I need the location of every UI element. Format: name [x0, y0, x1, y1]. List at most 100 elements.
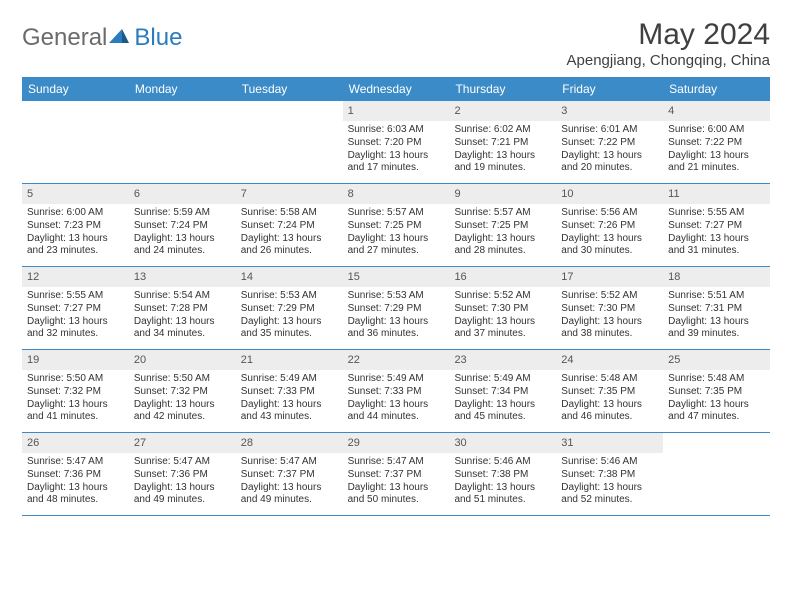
day-line-dl1: Daylight: 13 hours [561, 316, 658, 329]
day-line-dl2: and 47 minutes. [668, 411, 765, 424]
day-line-sun: Sunrise: 5:50 AM [134, 373, 231, 386]
day-cell: 27Sunrise: 5:47 AMSunset: 7:36 PMDayligh… [129, 433, 236, 515]
calendar: Sunday Monday Tuesday Wednesday Thursday… [22, 77, 770, 516]
day-line-dl2: and 41 minutes. [27, 411, 124, 424]
day-line-dl1: Daylight: 13 hours [668, 233, 765, 246]
weekday-header: Thursday [449, 77, 556, 101]
day-cell: 19Sunrise: 5:50 AMSunset: 7:32 PMDayligh… [22, 350, 129, 432]
day-line-set: Sunset: 7:34 PM [454, 386, 551, 399]
day-cell: 15Sunrise: 5:53 AMSunset: 7:29 PMDayligh… [343, 267, 450, 349]
day-line-sun: Sunrise: 5:58 AM [241, 207, 338, 220]
title-block: May 2024 Apengjiang, Chongqing, China [567, 18, 771, 69]
day-line-dl2: and 35 minutes. [241, 328, 338, 341]
day-number: 21 [236, 350, 343, 370]
day-line-dl1: Daylight: 13 hours [27, 482, 124, 495]
weekday-header: Saturday [663, 77, 770, 101]
day-line-dl1: Daylight: 13 hours [134, 399, 231, 412]
weekday-header-row: Sunday Monday Tuesday Wednesday Thursday… [22, 77, 770, 101]
day-line-dl2: and 34 minutes. [134, 328, 231, 341]
day-line-dl1: Daylight: 13 hours [348, 233, 445, 246]
day-line-sun: Sunrise: 5:57 AM [348, 207, 445, 220]
day-cell: 2Sunrise: 6:02 AMSunset: 7:21 PMDaylight… [449, 101, 556, 183]
day-line-dl2: and 28 minutes. [454, 245, 551, 258]
day-line-sun: Sunrise: 5:55 AM [668, 207, 765, 220]
day-line-dl1: Daylight: 13 hours [241, 316, 338, 329]
day-number: 17 [556, 267, 663, 287]
header: General Blue May 2024 Apengjiang, Chongq… [22, 18, 770, 69]
day-line-sun: Sunrise: 5:52 AM [561, 290, 658, 303]
day-line-dl2: and 44 minutes. [348, 411, 445, 424]
day-number: 5 [22, 184, 129, 204]
day-cell: . [663, 433, 770, 515]
day-body: Sunrise: 6:02 AMSunset: 7:21 PMDaylight:… [449, 121, 556, 180]
day-line-dl1: Daylight: 13 hours [241, 399, 338, 412]
day-line-set: Sunset: 7:22 PM [668, 137, 765, 150]
day-cell: 3Sunrise: 6:01 AMSunset: 7:22 PMDaylight… [556, 101, 663, 183]
day-line-sun: Sunrise: 5:53 AM [348, 290, 445, 303]
day-line-dl2: and 43 minutes. [241, 411, 338, 424]
day-line-dl1: Daylight: 13 hours [454, 399, 551, 412]
day-line-dl1: Daylight: 13 hours [561, 150, 658, 163]
logo-text-general: General [22, 24, 107, 52]
day-body: Sunrise: 5:46 AMSunset: 7:38 PMDaylight:… [449, 453, 556, 512]
day-line-dl1: Daylight: 13 hours [454, 233, 551, 246]
day-line-set: Sunset: 7:38 PM [454, 469, 551, 482]
day-line-set: Sunset: 7:24 PM [134, 220, 231, 233]
day-cell: 23Sunrise: 5:49 AMSunset: 7:34 PMDayligh… [449, 350, 556, 432]
day-body: Sunrise: 6:01 AMSunset: 7:22 PMDaylight:… [556, 121, 663, 180]
week-row: 19Sunrise: 5:50 AMSunset: 7:32 PMDayligh… [22, 350, 770, 433]
day-line-dl1: Daylight: 13 hours [561, 233, 658, 246]
day-number: 14 [236, 267, 343, 287]
weekday-header: Monday [129, 77, 236, 101]
day-number: 7 [236, 184, 343, 204]
day-cell: 21Sunrise: 5:49 AMSunset: 7:33 PMDayligh… [236, 350, 343, 432]
day-line-set: Sunset: 7:33 PM [241, 386, 338, 399]
day-line-set: Sunset: 7:37 PM [348, 469, 445, 482]
day-number: 10 [556, 184, 663, 204]
day-line-sun: Sunrise: 5:49 AM [348, 373, 445, 386]
day-body: Sunrise: 5:50 AMSunset: 7:32 PMDaylight:… [22, 370, 129, 429]
day-line-sun: Sunrise: 5:59 AM [134, 207, 231, 220]
day-line-set: Sunset: 7:36 PM [134, 469, 231, 482]
day-cell: 26Sunrise: 5:47 AMSunset: 7:36 PMDayligh… [22, 433, 129, 515]
day-line-dl1: Daylight: 13 hours [27, 316, 124, 329]
day-cell: 1Sunrise: 6:03 AMSunset: 7:20 PMDaylight… [343, 101, 450, 183]
day-line-dl2: and 26 minutes. [241, 245, 338, 258]
day-cell: 8Sunrise: 5:57 AMSunset: 7:25 PMDaylight… [343, 184, 450, 266]
weeks-container: ...1Sunrise: 6:03 AMSunset: 7:20 PMDayli… [22, 101, 770, 516]
day-line-dl2: and 20 minutes. [561, 162, 658, 175]
day-line-sun: Sunrise: 6:02 AM [454, 124, 551, 137]
day-cell: 31Sunrise: 5:46 AMSunset: 7:38 PMDayligh… [556, 433, 663, 515]
day-number: 11 [663, 184, 770, 204]
day-line-set: Sunset: 7:35 PM [668, 386, 765, 399]
day-cell: 22Sunrise: 5:49 AMSunset: 7:33 PMDayligh… [343, 350, 450, 432]
day-number: 12 [22, 267, 129, 287]
day-line-dl1: Daylight: 13 hours [348, 482, 445, 495]
day-number: 26 [22, 433, 129, 453]
day-line-dl1: Daylight: 13 hours [668, 150, 765, 163]
day-line-dl1: Daylight: 13 hours [454, 316, 551, 329]
day-body: Sunrise: 5:58 AMSunset: 7:24 PMDaylight:… [236, 204, 343, 263]
day-body: Sunrise: 5:55 AMSunset: 7:27 PMDaylight:… [663, 204, 770, 263]
day-cell: 24Sunrise: 5:48 AMSunset: 7:35 PMDayligh… [556, 350, 663, 432]
day-line-dl1: Daylight: 13 hours [134, 482, 231, 495]
day-line-dl1: Daylight: 13 hours [134, 233, 231, 246]
day-line-dl2: and 46 minutes. [561, 411, 658, 424]
day-line-dl2: and 51 minutes. [454, 494, 551, 507]
day-number: 3 [556, 101, 663, 121]
day-line-dl2: and 50 minutes. [348, 494, 445, 507]
day-line-dl1: Daylight: 13 hours [27, 399, 124, 412]
day-cell: 30Sunrise: 5:46 AMSunset: 7:38 PMDayligh… [449, 433, 556, 515]
day-number: 8 [343, 184, 450, 204]
day-line-set: Sunset: 7:22 PM [561, 137, 658, 150]
day-cell: 10Sunrise: 5:56 AMSunset: 7:26 PMDayligh… [556, 184, 663, 266]
day-body: Sunrise: 5:53 AMSunset: 7:29 PMDaylight:… [343, 287, 450, 346]
day-line-set: Sunset: 7:30 PM [454, 303, 551, 316]
day-body: Sunrise: 5:53 AMSunset: 7:29 PMDaylight:… [236, 287, 343, 346]
day-body: Sunrise: 5:54 AMSunset: 7:28 PMDaylight:… [129, 287, 236, 346]
day-body: Sunrise: 5:49 AMSunset: 7:34 PMDaylight:… [449, 370, 556, 429]
day-line-dl1: Daylight: 13 hours [668, 316, 765, 329]
day-line-sun: Sunrise: 6:03 AM [348, 124, 445, 137]
day-body: Sunrise: 5:47 AMSunset: 7:36 PMDaylight:… [22, 453, 129, 512]
day-cell: 17Sunrise: 5:52 AMSunset: 7:30 PMDayligh… [556, 267, 663, 349]
